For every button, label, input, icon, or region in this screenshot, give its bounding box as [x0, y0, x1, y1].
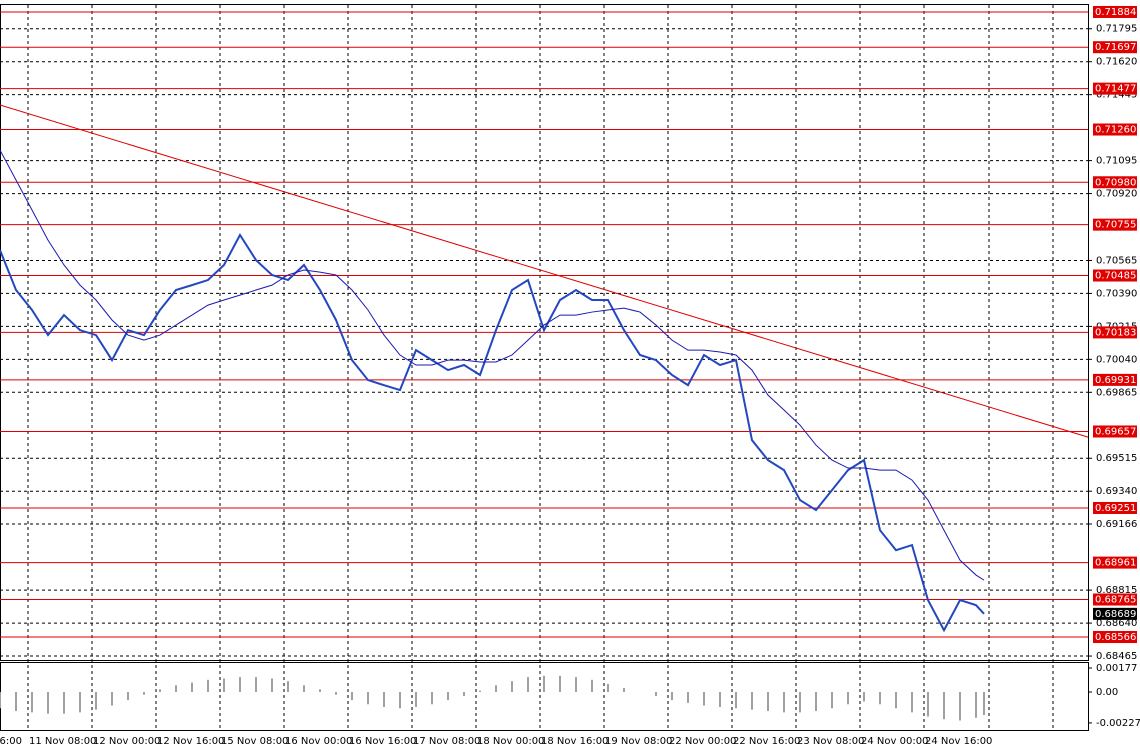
x-tick-label: 19 Nov 08:00	[605, 736, 672, 747]
x-tick-label: 22 Nov 00:00	[669, 736, 736, 747]
x-tick-label: 16:00	[0, 736, 22, 747]
level-label: 0.70755	[1095, 220, 1136, 231]
y-tick-label: 0.71620	[1096, 57, 1137, 68]
x-tick-label: 18 Nov 16:00	[541, 736, 608, 747]
level-label: 0.69251	[1095, 503, 1136, 514]
level-label-box	[1093, 218, 1137, 231]
last-price-box	[1093, 607, 1137, 620]
y-tick-label: 0.69166	[1096, 519, 1137, 530]
x-tick-label: 17 Nov 08:00	[413, 736, 480, 747]
y2-tick-label: -0.002277	[1096, 718, 1140, 729]
price-line	[0, 149, 985, 581]
y-tick-label: 0.69340	[1096, 486, 1137, 497]
level-label: 0.68961	[1095, 558, 1136, 569]
level-label-box	[1093, 556, 1137, 569]
y2-tick-label: 0.00177	[1096, 663, 1137, 674]
y-tick-label: 0.69515	[1096, 453, 1137, 464]
x-tick-label: 18 Nov 00:00	[477, 736, 544, 747]
level-label-box	[1093, 123, 1137, 136]
x-tick-label: 16 Nov 16:00	[349, 736, 416, 747]
x-tick-label: 11 Nov 08:00	[29, 736, 96, 747]
y-tick-label: 0.70565	[1096, 255, 1137, 266]
level-label: 0.70980	[1095, 177, 1136, 188]
level-label-box	[1093, 593, 1137, 606]
level-label: 0.69657	[1095, 426, 1136, 437]
y-tick-label: 0.70920	[1096, 189, 1137, 200]
x-tick-label: 12 Nov 16:00	[157, 736, 224, 747]
level-label-box	[1093, 41, 1137, 54]
x-tick-label: 22 Nov 16:00	[733, 736, 800, 747]
level-label: 0.68765	[1095, 595, 1136, 606]
x-tick-label: 24 Nov 00:00	[861, 736, 928, 747]
level-label-box	[1093, 373, 1137, 386]
y-tick-label: 0.70390	[1096, 288, 1137, 299]
y-tick-label: 0.70040	[1096, 354, 1137, 365]
y-tick-label: 0.69865	[1096, 387, 1137, 398]
y-tick-label: 0.68815	[1096, 585, 1137, 596]
level-label-box	[1093, 82, 1137, 95]
level-label-box	[1093, 176, 1137, 189]
level-label-box	[1093, 425, 1137, 438]
x-tick-label: 24 Nov 16:00	[925, 736, 992, 747]
x-tick-label: 12 Nov 00:00	[93, 736, 160, 747]
level-label: 0.68566	[1095, 632, 1136, 643]
y-tick-label: 0.68465	[1096, 651, 1137, 662]
level-label: 0.71260	[1095, 125, 1136, 136]
level-label-box	[1093, 269, 1137, 282]
level-label-box	[1093, 326, 1137, 339]
y-tick-label: 0.68640	[1096, 618, 1137, 629]
level-label: 0.70183	[1095, 327, 1136, 338]
level-label: 0.71697	[1095, 42, 1136, 53]
x-tick-label: 16 Nov 00:00	[285, 736, 352, 747]
level-label-box	[1093, 631, 1137, 644]
level-label-box	[1093, 501, 1137, 514]
level-label: 0.71884	[1095, 7, 1136, 18]
y-tick-label: 0.71795	[1096, 24, 1137, 35]
x-tick-label: 23 Nov 08:00	[797, 736, 864, 747]
price-line	[0, 233, 985, 633]
last-price-label: 0.68689	[1095, 609, 1136, 620]
y2-tick-label: 0.00	[1096, 687, 1118, 698]
y-tick-label: 0.71095	[1096, 156, 1137, 167]
x-tick-label: 15 Nov 08:00	[221, 736, 288, 747]
trendline	[0, 104, 1089, 438]
level-label: 0.69931	[1095, 375, 1136, 386]
y-tick-label: 0.71445	[1096, 90, 1137, 101]
level-label-box	[1093, 5, 1137, 18]
level-label: 0.70485	[1095, 271, 1136, 282]
level-label: 0.71477	[1095, 84, 1136, 95]
